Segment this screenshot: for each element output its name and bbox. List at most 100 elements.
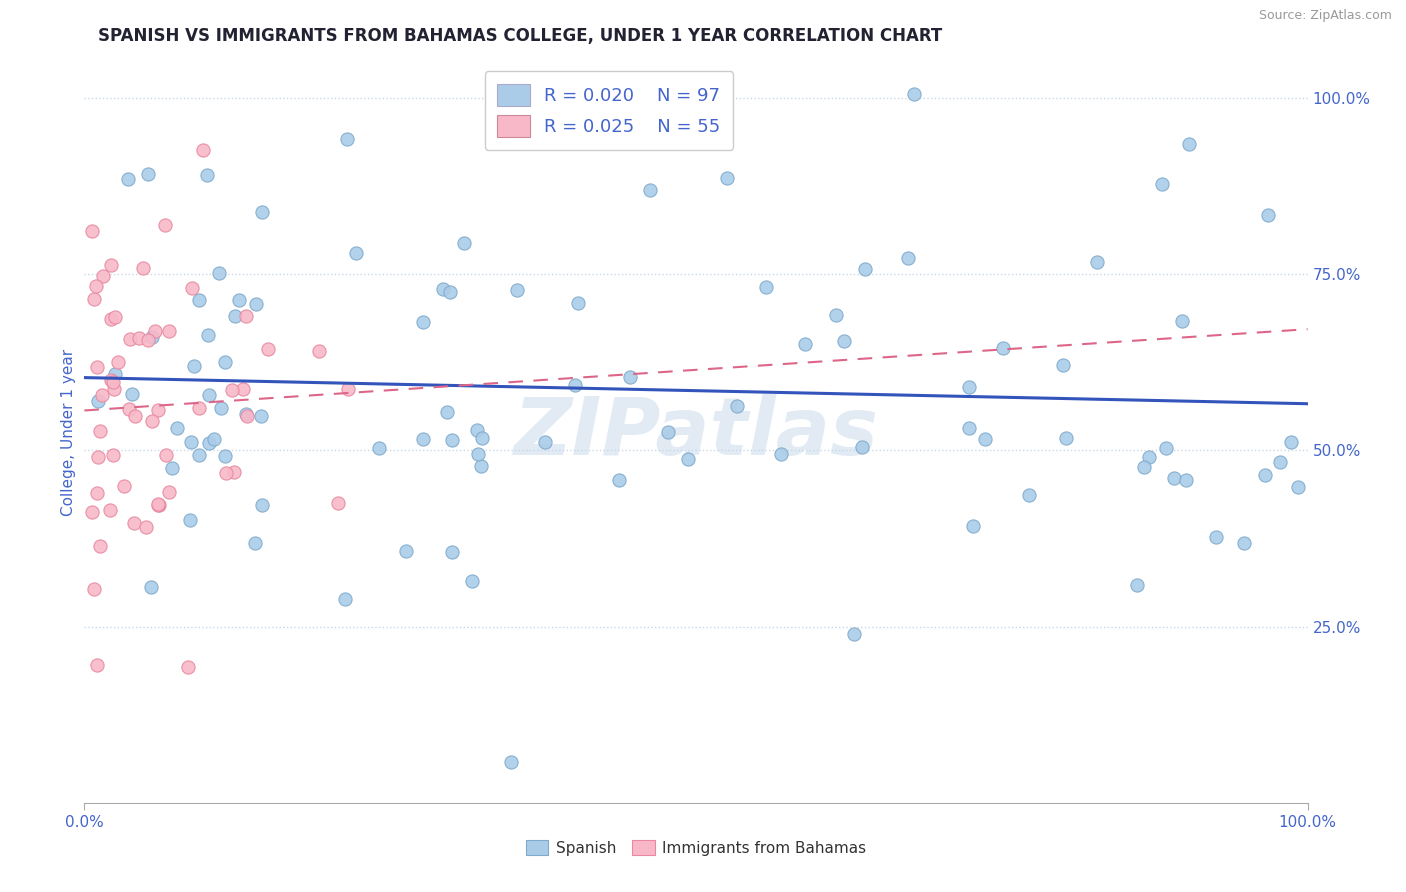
- Point: [235, 407, 257, 421]
- Point: [132, 260, 155, 275]
- Point: [86, 658, 108, 673]
- Point: [195, 168, 218, 182]
- Point: [439, 285, 461, 299]
- Point: [1174, 473, 1197, 487]
- Legend: Spanish, Immigrants from Bahamas: Spanish, Immigrants from Bahamas: [519, 834, 873, 862]
- Point: [851, 441, 873, 455]
- Point: [1257, 209, 1279, 223]
- Text: ZIPatlas: ZIPatlas: [513, 393, 879, 472]
- Text: SPANISH VS IMMIGRANTS FROM BAHAMAS COLLEGE, UNDER 1 YEAR CORRELATION CHART: SPANISH VS IMMIGRANTS FROM BAHAMAS COLLE…: [98, 27, 942, 45]
- Point: [141, 414, 163, 428]
- Point: [198, 388, 221, 402]
- Point: [243, 536, 266, 550]
- Point: [564, 377, 586, 392]
- Point: [86, 279, 108, 293]
- Point: [471, 431, 494, 445]
- Point: [128, 331, 150, 345]
- Point: [214, 354, 236, 368]
- Point: [80, 224, 103, 238]
- Point: [1126, 578, 1149, 592]
- Point: [794, 337, 817, 351]
- Point: [197, 436, 219, 450]
- Point: [770, 447, 793, 461]
- Point: [603, 82, 626, 96]
- Point: [619, 370, 641, 384]
- Point: [91, 268, 114, 283]
- Point: [250, 204, 273, 219]
- Point: [80, 504, 103, 518]
- Point: [232, 382, 254, 396]
- Point: [465, 423, 488, 437]
- Point: [101, 376, 124, 390]
- Point: [1052, 358, 1074, 372]
- Point: [461, 574, 484, 588]
- Point: [903, 87, 925, 101]
- Point: [395, 543, 418, 558]
- Point: [957, 380, 980, 394]
- Point: [506, 283, 529, 297]
- Point: [157, 324, 180, 338]
- Point: [120, 332, 142, 346]
- Point: [100, 312, 122, 326]
- Point: [157, 485, 180, 500]
- Point: [344, 246, 367, 260]
- Point: [1163, 471, 1185, 485]
- Point: [181, 280, 204, 294]
- Point: [441, 545, 464, 559]
- Point: [1085, 254, 1108, 268]
- Point: [897, 251, 920, 265]
- Point: [146, 497, 169, 511]
- Point: [1154, 441, 1177, 455]
- Point: [1205, 530, 1227, 544]
- Point: [100, 373, 122, 387]
- Point: [326, 496, 349, 510]
- Point: [86, 450, 108, 464]
- Point: [853, 261, 876, 276]
- Point: [974, 432, 997, 446]
- Point: [607, 473, 630, 487]
- Point: [1133, 459, 1156, 474]
- Point: [90, 388, 112, 402]
- Point: [180, 434, 202, 449]
- Point: [834, 334, 856, 348]
- Point: [453, 235, 475, 250]
- Point: [136, 167, 159, 181]
- Point: [124, 409, 146, 423]
- Point: [208, 266, 231, 280]
- Point: [1254, 468, 1277, 483]
- Point: [86, 360, 108, 375]
- Point: [221, 383, 243, 397]
- Point: [98, 503, 121, 517]
- Point: [104, 310, 127, 324]
- Point: [432, 282, 454, 296]
- Point: [117, 172, 139, 186]
- Point: [136, 333, 159, 347]
- Point: [146, 403, 169, 417]
- Point: [166, 420, 188, 434]
- Point: [100, 258, 122, 272]
- Point: [121, 387, 143, 401]
- Point: [755, 280, 778, 294]
- Point: [1150, 177, 1173, 191]
- Point: [224, 309, 246, 323]
- Point: [228, 293, 250, 307]
- Point: [89, 539, 111, 553]
- Point: [118, 402, 141, 417]
- Point: [112, 479, 135, 493]
- Point: [107, 355, 129, 369]
- Point: [412, 432, 434, 446]
- Point: [135, 520, 157, 534]
- Point: [250, 409, 273, 424]
- Point: [193, 143, 215, 157]
- Point: [153, 218, 176, 232]
- Point: [567, 296, 589, 310]
- Point: [333, 592, 356, 607]
- Point: [368, 441, 391, 455]
- Point: [1018, 488, 1040, 502]
- Y-axis label: College, Under 1 year: College, Under 1 year: [60, 349, 76, 516]
- Point: [187, 293, 209, 307]
- Point: [957, 421, 980, 435]
- Point: [470, 459, 492, 474]
- Point: [122, 516, 145, 531]
- Point: [336, 131, 359, 145]
